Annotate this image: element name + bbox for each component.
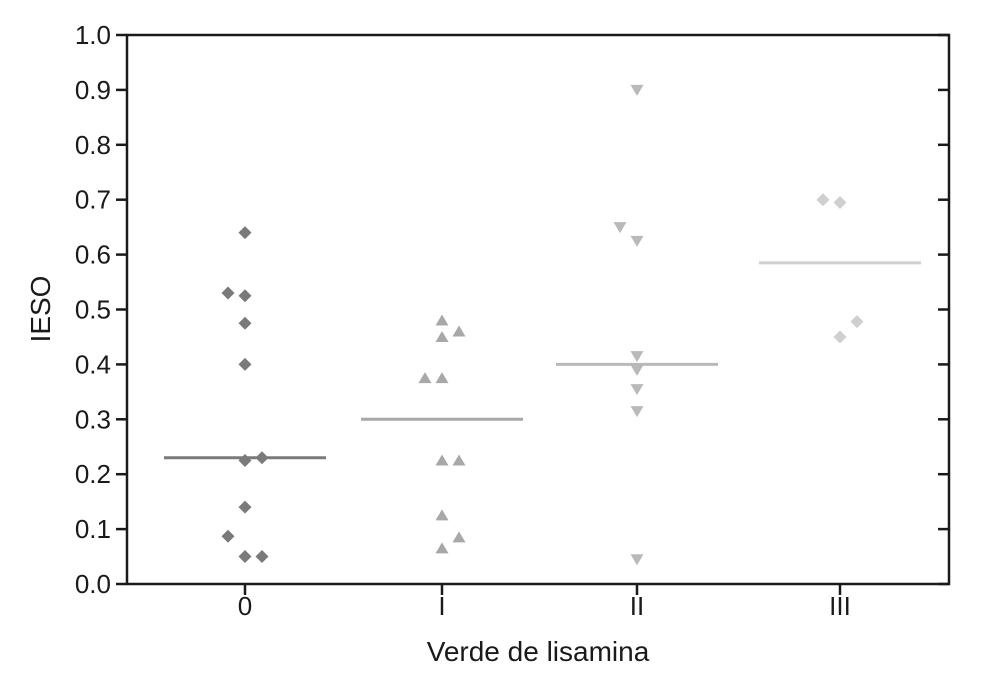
median-lines	[164, 261, 921, 460]
y-tick-label: 0.3	[75, 404, 111, 434]
data-point-I	[435, 330, 449, 342]
data-point-0	[255, 550, 269, 564]
data-point-II	[630, 554, 644, 566]
data-point-I	[452, 531, 466, 543]
x-tick-label: 0	[238, 591, 252, 621]
y-axis: 0.0 0.1 0.2 0.3 0.4 0.5 0.6 0.7 0.8 0.9 1.0	[75, 20, 949, 599]
x-axis-title: Verde de lisamina	[427, 636, 650, 667]
data-point-III	[850, 315, 864, 329]
data-point-I	[452, 454, 466, 466]
data-point-I	[435, 542, 449, 554]
data-point-0	[238, 316, 252, 330]
y-tick-label: 0.9	[75, 75, 111, 105]
x-tick-label: III	[829, 591, 851, 621]
data-point-II	[630, 235, 644, 247]
data-point-I	[435, 509, 449, 521]
data-point-III	[833, 330, 847, 344]
data-point-0	[238, 500, 252, 514]
data-point-0	[238, 357, 252, 371]
data-point-III	[833, 195, 847, 209]
data-point-0	[255, 451, 269, 465]
data-point-II	[630, 84, 644, 96]
y-axis-title: IESO	[25, 276, 56, 343]
y-tick-label: 1.0	[75, 20, 111, 50]
y-tick-label: 0.2	[75, 459, 111, 489]
data-point-0	[238, 550, 252, 564]
data-point-0	[238, 453, 252, 467]
data-point-I	[435, 454, 449, 466]
data-point-I	[435, 372, 449, 384]
data-point-I	[418, 372, 432, 384]
data-point-I	[452, 325, 466, 337]
data-point-0	[221, 529, 235, 543]
y-tick-label: 0.7	[75, 185, 111, 215]
y-tick-label: 0.6	[75, 240, 111, 270]
data-point-0	[221, 286, 235, 300]
y-tick-label: 0.1	[75, 514, 111, 544]
plot-frame	[125, 33, 951, 586]
x-tick-label: II	[630, 591, 644, 621]
data-point-II	[630, 384, 644, 396]
data-point-0	[238, 289, 252, 303]
data-point-II	[630, 364, 644, 376]
y-tick-label: 0.8	[75, 130, 111, 160]
y-tick-label: 0.4	[75, 349, 111, 379]
data-point-0	[238, 226, 252, 240]
y-tick-label: 0.5	[75, 295, 111, 325]
data-point-I	[435, 314, 449, 326]
data-point-III	[816, 193, 830, 207]
x-tick-label: I	[438, 591, 445, 621]
data-points	[221, 84, 864, 566]
data-point-II	[630, 351, 644, 363]
data-point-II	[630, 406, 644, 418]
data-point-II	[613, 222, 627, 234]
y-tick-label: 0.0	[75, 569, 111, 599]
x-axis: 0 I II III	[238, 584, 851, 621]
